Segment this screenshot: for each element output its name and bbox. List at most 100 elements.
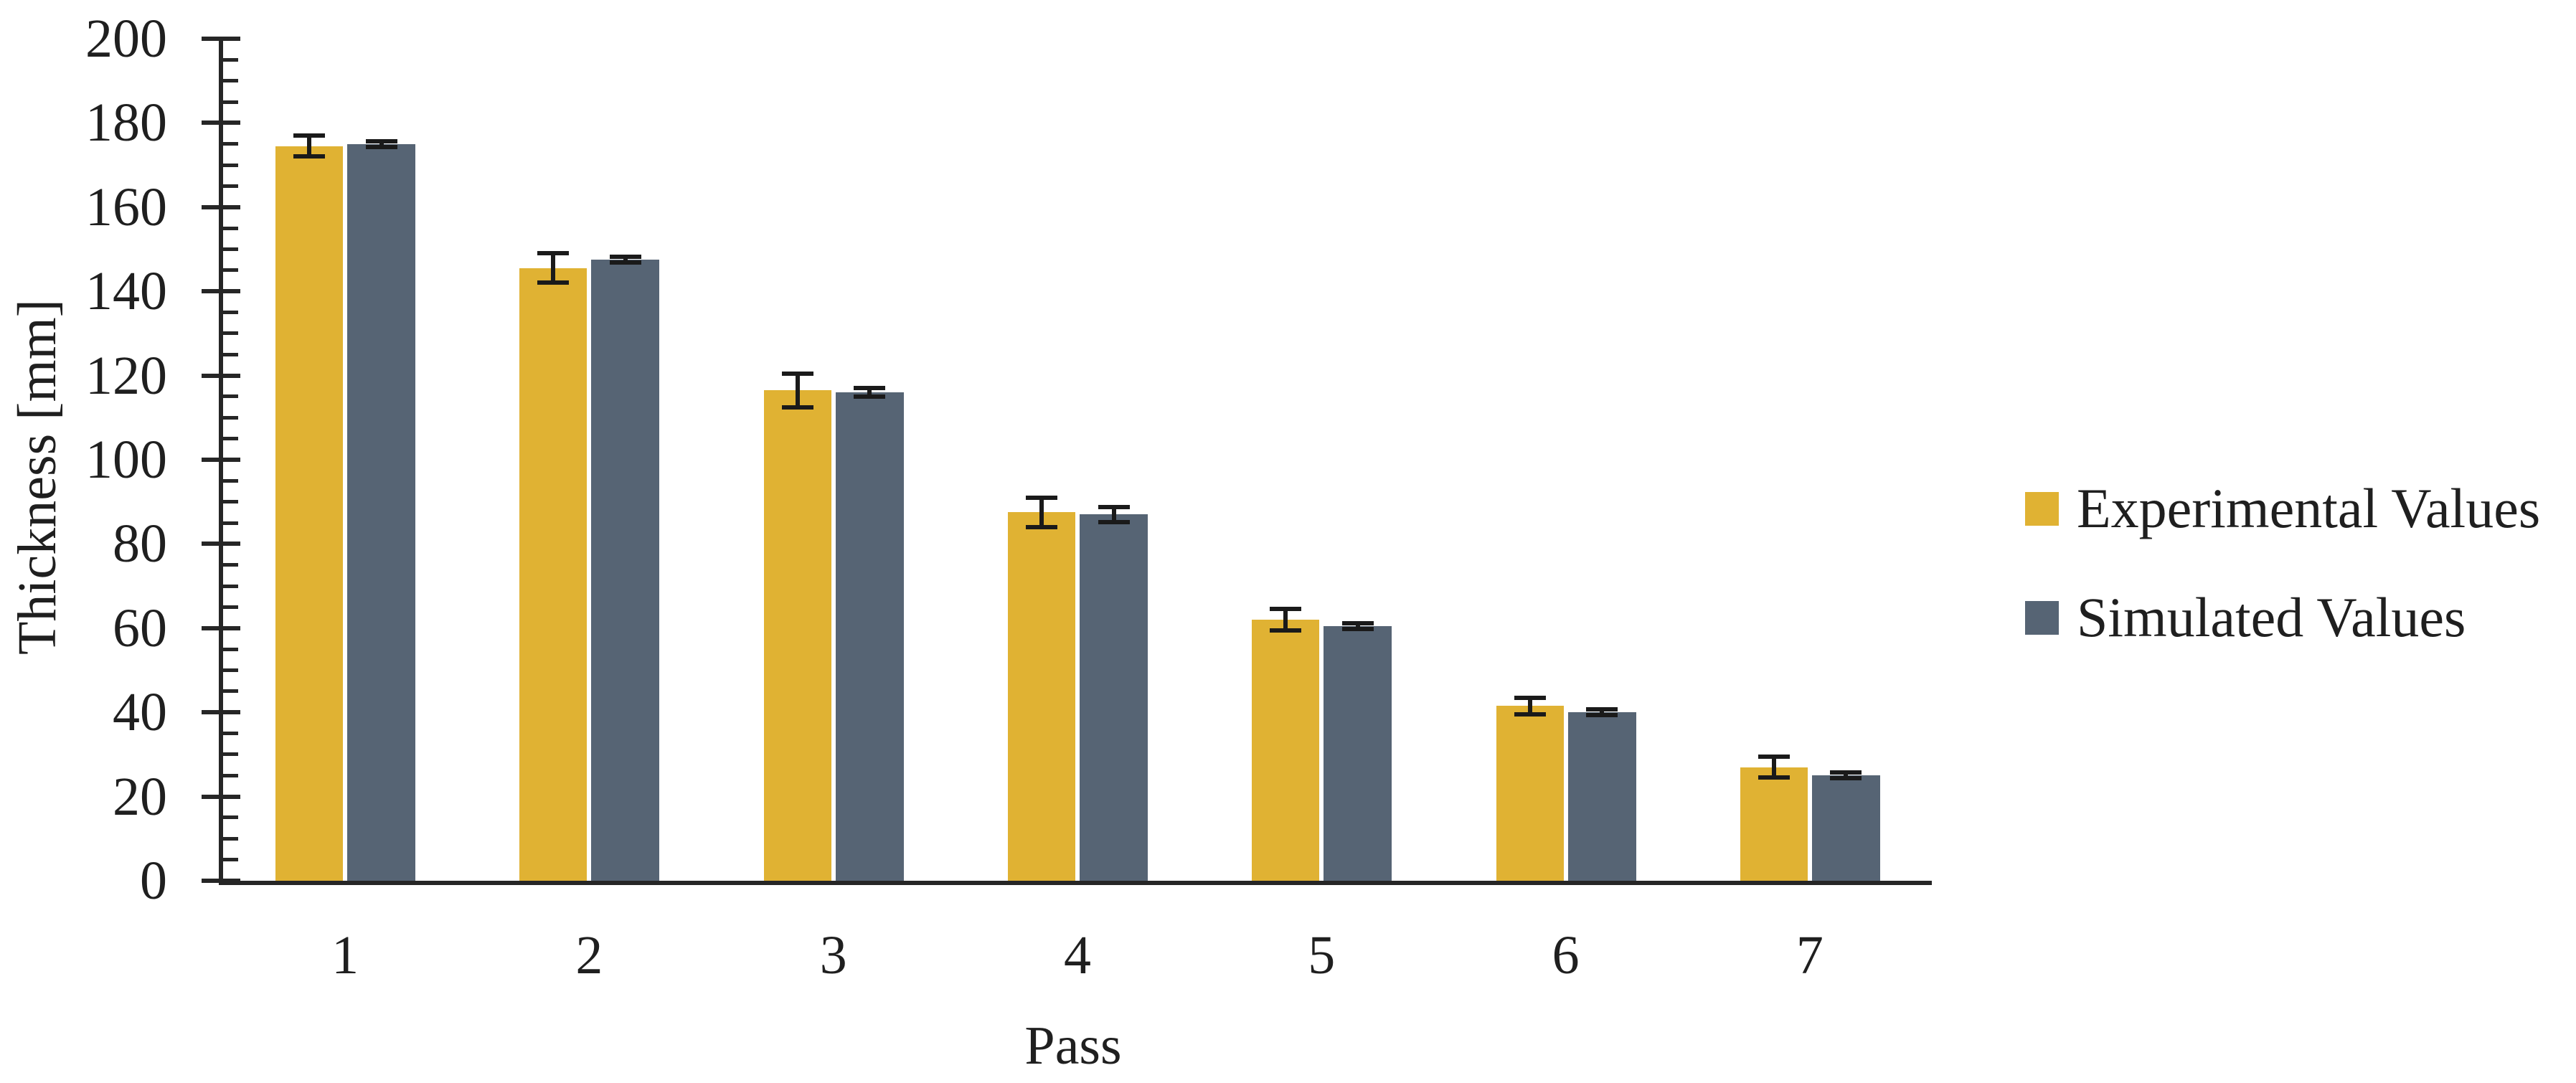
- error-bar-cap-top-simulated-pass-6: [1586, 707, 1618, 712]
- y-major-tick-80: [202, 542, 240, 547]
- error-bar-cap-top-experimental-pass-1: [293, 133, 326, 138]
- legend-swatch-simulated: [2025, 600, 2059, 635]
- y-minor-tick-25: [223, 773, 238, 777]
- error-bar-cap-bottom-experimental-pass-4: [1026, 524, 1057, 529]
- bar-experimental-pass-1: [275, 146, 344, 881]
- y-minor-tick-130: [223, 331, 238, 336]
- y-minor-tick-75: [223, 563, 238, 567]
- y-minor-tick-50: [223, 668, 238, 672]
- error-bar-cap-top-simulated-pass-3: [854, 386, 886, 391]
- y-minor-tick-35: [223, 732, 238, 736]
- y-tick-label-80: 80: [113, 514, 167, 574]
- y-minor-tick-150: [223, 247, 238, 251]
- x-tick-label-1: 1: [331, 925, 359, 985]
- y-tick-label-200: 200: [85, 9, 167, 69]
- x-tick-label-7: 7: [1796, 925, 1824, 985]
- y-major-tick-180: [202, 120, 240, 126]
- error-bar-cap-bottom-experimental-pass-5: [1270, 628, 1302, 633]
- bar-simulated-pass-5: [1324, 625, 1392, 881]
- error-bar-cap-bottom-experimental-pass-7: [1758, 775, 1790, 780]
- bar-simulated-pass-4: [1080, 514, 1148, 881]
- y-minor-tick-195: [223, 57, 238, 62]
- y-minor-tick-105: [223, 437, 238, 441]
- y-minor-tick-170: [223, 163, 238, 167]
- y-major-tick-140: [202, 289, 240, 294]
- y-minor-tick-45: [223, 689, 238, 694]
- y-minor-tick-90: [223, 500, 238, 504]
- error-bar-cap-bottom-simulated-pass-3: [854, 394, 886, 399]
- error-bar-line-experimental-pass-7: [1771, 756, 1776, 778]
- error-bar-line-simulated-pass-4: [1111, 506, 1116, 522]
- y-minor-tick-10: [223, 836, 238, 841]
- error-bar-cap-top-experimental-pass-2: [537, 251, 570, 256]
- bar-experimental-pass-2: [519, 268, 588, 881]
- x-tick-label-4: 4: [1064, 925, 1091, 985]
- y-tick-label-100: 100: [85, 430, 167, 490]
- y-major-tick-40: [202, 710, 240, 715]
- error-bar-cap-top-simulated-pass-2: [609, 255, 641, 260]
- y-major-tick-200: [202, 37, 240, 41]
- plot-area: [202, 37, 1932, 885]
- error-bar-line-experimental-pass-6: [1527, 697, 1532, 715]
- x-tick-label-6: 6: [1552, 925, 1580, 985]
- error-bar-cap-top-simulated-pass-1: [365, 138, 397, 143]
- y-minor-tick-185: [223, 100, 238, 104]
- error-bar-cap-top-experimental-pass-6: [1514, 695, 1546, 700]
- x-axis-title: Pass: [1024, 1016, 1122, 1076]
- error-bar-line-simulated-pass-3: [867, 388, 872, 397]
- error-bar-cap-bottom-simulated-pass-7: [1830, 776, 1862, 781]
- legend-entry-experimental: Experimental Values: [2025, 475, 2540, 542]
- legend-label-experimental: Experimental Values: [2077, 477, 2541, 539]
- bar-experimental-pass-4: [1008, 512, 1075, 881]
- error-bar-cap-top-simulated-pass-7: [1830, 770, 1862, 775]
- y-minor-tick-55: [223, 647, 238, 651]
- error-bar-cap-top-experimental-pass-4: [1026, 495, 1057, 500]
- error-bar-cap-bottom-experimental-pass-1: [293, 154, 326, 159]
- error-bar-cap-top-experimental-pass-7: [1758, 754, 1790, 759]
- y-minor-tick-30: [223, 752, 238, 757]
- y-tick-label-120: 120: [85, 345, 167, 406]
- legend-label-simulated: Simulated Values: [2077, 586, 2466, 648]
- error-bar-line-experimental-pass-2: [551, 253, 556, 283]
- error-bar-line-experimental-pass-3: [795, 373, 800, 407]
- bar-simulated-pass-7: [1811, 775, 1880, 881]
- error-bar-line-simulated-pass-7: [1844, 772, 1849, 779]
- x-tick-label-5: 5: [1308, 925, 1336, 985]
- bar-simulated-pass-3: [835, 392, 904, 881]
- error-bar-line-simulated-pass-5: [1355, 623, 1360, 629]
- y-major-tick-160: [202, 204, 240, 209]
- y-minor-tick-110: [223, 415, 238, 420]
- y-minor-tick-5: [223, 858, 238, 862]
- y-tick-label-160: 160: [85, 176, 167, 237]
- y-minor-tick-145: [223, 268, 238, 273]
- error-bar-cap-bottom-simulated-pass-4: [1098, 519, 1130, 524]
- bar-experimental-pass-7: [1740, 767, 1808, 881]
- error-bar-cap-bottom-simulated-pass-6: [1586, 713, 1618, 718]
- error-bar-cap-top-simulated-pass-5: [1341, 620, 1374, 625]
- y-minor-tick-125: [223, 352, 238, 356]
- error-bar-cap-top-experimental-pass-5: [1270, 607, 1302, 612]
- y-tick-label-140: 140: [85, 261, 167, 322]
- bar-simulated-pass-6: [1567, 712, 1636, 881]
- error-bar-line-experimental-pass-4: [1039, 497, 1044, 527]
- y-minor-tick-15: [223, 815, 238, 820]
- y-minor-tick-70: [223, 584, 238, 588]
- y-minor-tick-115: [223, 394, 238, 399]
- y-minor-tick-95: [223, 478, 238, 483]
- y-tick-label-0: 0: [140, 851, 167, 911]
- bar-experimental-pass-6: [1496, 706, 1564, 881]
- y-major-tick-60: [202, 625, 240, 630]
- legend-swatch-experimental: [2025, 491, 2059, 526]
- y-major-tick-20: [202, 794, 240, 799]
- error-bar-line-simulated-pass-2: [623, 257, 628, 263]
- error-bar-cap-top-simulated-pass-4: [1098, 504, 1130, 509]
- error-bar-cap-top-experimental-pass-3: [781, 371, 813, 376]
- bar-experimental-pass-5: [1252, 620, 1320, 881]
- y-minor-tick-85: [223, 521, 238, 525]
- error-bar-cap-bottom-simulated-pass-5: [1341, 626, 1374, 631]
- error-bar-cap-bottom-simulated-pass-2: [609, 260, 641, 265]
- y-minor-tick-135: [223, 311, 238, 315]
- y-tick-label-60: 60: [113, 597, 167, 658]
- y-minor-tick-190: [223, 79, 238, 83]
